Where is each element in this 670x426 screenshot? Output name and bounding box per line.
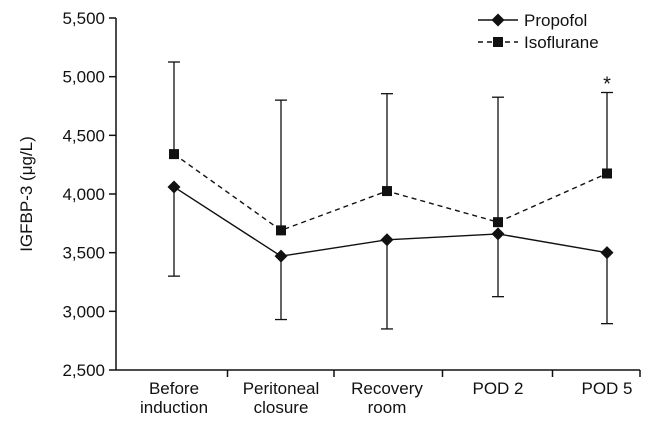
data-point: [491, 227, 505, 241]
legend: Propofol Isoflurane: [478, 11, 599, 52]
x-category-label: Peritoneal closure: [243, 379, 320, 417]
series-propofol: [167, 180, 614, 330]
axes: 2,500 3,000 3,500 4,000 4,500 5,000 5,500 Befor…: [17, 9, 641, 417]
x-category-label: POD 2: [472, 379, 523, 398]
data-point: [602, 168, 612, 179]
legend-label: Isoflurane: [524, 33, 599, 52]
data-point: [493, 217, 503, 228]
y-tick-label: 3,000: [62, 302, 105, 321]
legend-marker: [491, 13, 505, 27]
data-point: [382, 186, 392, 197]
data-point: [274, 249, 288, 263]
y-axis-title: IGFBP-3 (μg/L): [17, 136, 36, 252]
significance-marker: *: [603, 74, 611, 96]
y-tick-label: 4,500: [62, 126, 105, 145]
y-tick-label: 5,500: [62, 9, 105, 28]
y-tick-label: 3,500: [62, 244, 105, 263]
y-tick-label: 2,500: [62, 361, 105, 380]
data-point: [276, 225, 286, 236]
y-tick-label: 5,000: [62, 68, 105, 87]
x-category-label: Recovery room: [351, 379, 423, 417]
legend-marker: [493, 37, 503, 47]
x-category-label: Before induction: [140, 379, 208, 417]
data-point: [600, 246, 614, 260]
series-line: [173, 186, 608, 257]
legend-label: Propofol: [524, 11, 587, 30]
data-point: [169, 149, 179, 160]
data-point: [380, 233, 394, 247]
x-category-label: POD 5: [581, 379, 632, 398]
series-layer: *: [167, 61, 614, 330]
data-point: [167, 180, 181, 194]
y-tick-label: 4,000: [62, 185, 105, 204]
series-isoflurane: [168, 61, 613, 236]
